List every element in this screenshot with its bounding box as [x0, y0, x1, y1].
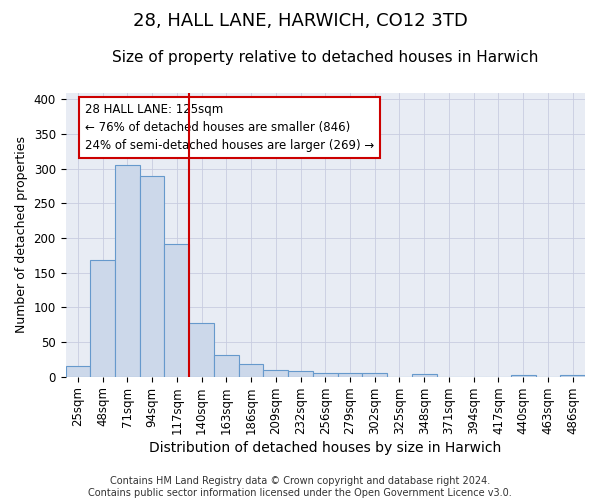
Bar — [239, 364, 263, 376]
X-axis label: Distribution of detached houses by size in Harwich: Distribution of detached houses by size … — [149, 441, 502, 455]
Text: 28, HALL LANE, HARWICH, CO12 3TD: 28, HALL LANE, HARWICH, CO12 3TD — [133, 12, 467, 30]
Bar — [65, 366, 90, 376]
Text: 28 HALL LANE: 125sqm
← 76% of detached houses are smaller (846)
24% of semi-deta: 28 HALL LANE: 125sqm ← 76% of detached h… — [85, 103, 374, 152]
Y-axis label: Number of detached properties: Number of detached properties — [15, 136, 28, 333]
Bar — [90, 260, 115, 376]
Bar — [214, 354, 239, 376]
Text: Contains HM Land Registry data © Crown copyright and database right 2024.
Contai: Contains HM Land Registry data © Crown c… — [88, 476, 512, 498]
Bar — [115, 164, 140, 376]
Bar — [189, 322, 214, 376]
Title: Size of property relative to detached houses in Harwich: Size of property relative to detached ho… — [112, 50, 538, 65]
Bar — [164, 244, 189, 376]
Bar — [338, 373, 362, 376]
Bar — [263, 370, 288, 376]
Bar — [362, 373, 387, 376]
Bar — [288, 371, 313, 376]
Bar — [140, 176, 164, 376]
Bar — [412, 374, 437, 376]
Bar — [313, 372, 338, 376]
